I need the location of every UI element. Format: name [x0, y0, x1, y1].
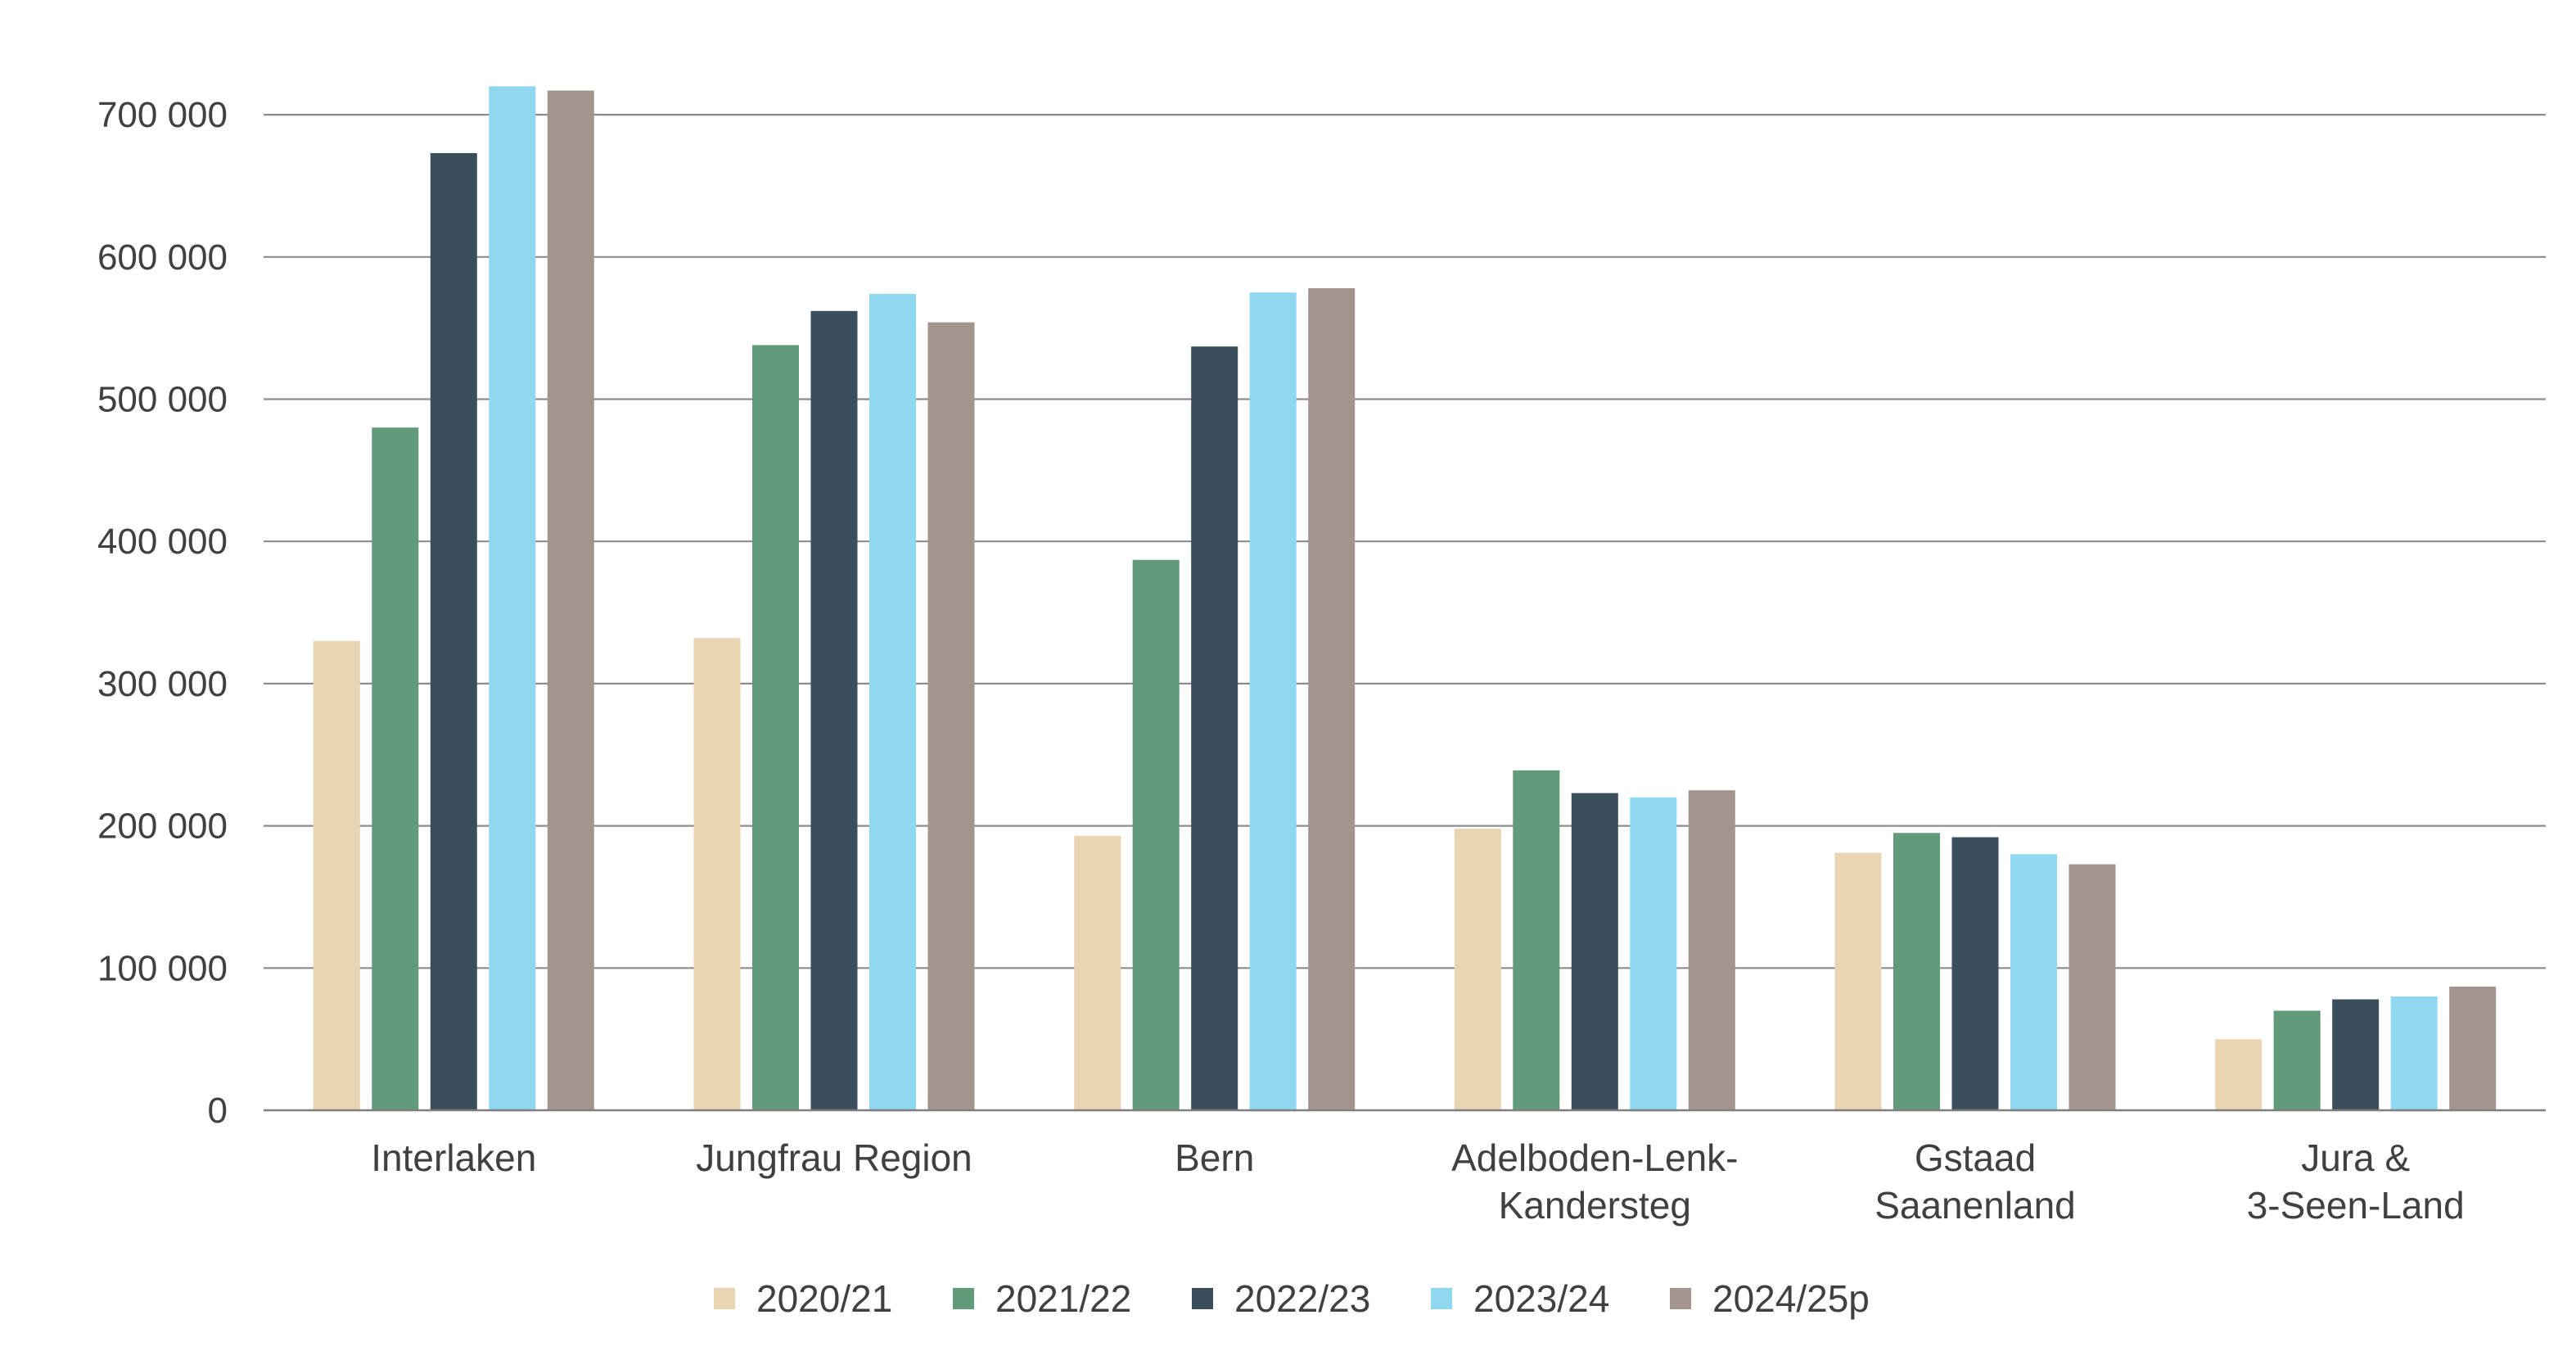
x-category-label: Adelboden-Lenk- Kandersteg: [1451, 1136, 1738, 1227]
bar-2020-21: [1834, 852, 1882, 1110]
bar-2022-23: [1191, 346, 1238, 1110]
y-axis-tick-labels: 0 100 000 200 000 300 000 400 000 500 000 600 …: [97, 95, 228, 1131]
y-tick-label: 300 000: [97, 664, 228, 704]
bar-2023-24: [1630, 797, 1677, 1110]
bar-2021-22: [1893, 833, 1940, 1110]
bar-2021-22: [1132, 559, 1180, 1110]
legend-label: 2021/22: [995, 1277, 1131, 1320]
y-tick-label: 400 000: [97, 522, 228, 562]
bar-2021-22: [372, 427, 419, 1110]
legend-swatch: [1431, 1288, 1452, 1309]
x-category-label-line: Jura &: [2301, 1136, 2410, 1179]
x-category-label-line: Gstaad: [1915, 1136, 2036, 1179]
x-category-label-line: Bern: [1175, 1136, 1254, 1179]
legend-swatch: [714, 1288, 735, 1309]
x-category-label: Bern: [1175, 1136, 1254, 1179]
x-category-label-line: Kandersteg: [1499, 1184, 1691, 1227]
legend-swatch: [953, 1288, 974, 1309]
y-tick-label: 600 000: [97, 237, 228, 278]
bar-2022-23: [1951, 837, 1999, 1110]
legend: 2020/21 2021/22 2022/23 2023/24 2024/25p: [714, 1277, 1870, 1320]
bar-2024-25p: [1688, 790, 1735, 1110]
gridlines: [264, 114, 2546, 969]
legend-label: 2023/24: [1473, 1277, 1609, 1320]
x-category-label-line: 3-Seen-Land: [2247, 1184, 2465, 1227]
y-tick-label: 0: [208, 1091, 228, 1131]
bar-2024-25p: [2449, 986, 2497, 1110]
y-tick-label: 500 000: [97, 380, 228, 420]
bar-2023-24: [1249, 292, 1297, 1110]
x-axis-category-labels: Interlaken Jungfrau Region Bern Adelboden-L…: [371, 1136, 2464, 1227]
bar-2022-23: [810, 310, 858, 1110]
bar-2020-21: [1454, 829, 1501, 1110]
bar-2021-22: [2273, 1010, 2321, 1110]
x-category-label: Interlaken: [371, 1136, 536, 1179]
bar-2024-25p: [2068, 864, 2116, 1110]
legend-label: 2020/21: [756, 1277, 892, 1320]
bar-2024-25p: [1308, 288, 1356, 1110]
bars: [313, 86, 2497, 1111]
bar-2021-22: [1513, 770, 1560, 1110]
x-category-label: Gstaad Saanenland: [1874, 1136, 2076, 1227]
bar-2020-21: [693, 638, 741, 1110]
bar-2023-24: [869, 294, 916, 1110]
bar-2020-21: [1074, 835, 1121, 1110]
y-tick-label: 700 000: [97, 95, 228, 135]
y-tick-label: 200 000: [97, 807, 228, 847]
bar-2022-23: [430, 153, 477, 1110]
bar-2023-24: [2390, 996, 2438, 1110]
bar-2022-23: [2332, 999, 2380, 1110]
legend-swatch: [1192, 1288, 1213, 1309]
y-tick-label: 100 000: [97, 948, 228, 988]
x-category-label-line: Adelboden-Lenk-: [1451, 1136, 1738, 1179]
x-category-label-line: Jungfrau Region: [696, 1136, 972, 1179]
bar-2020-21: [2215, 1039, 2262, 1110]
bar-2023-24: [489, 86, 536, 1110]
x-category-label: Jungfrau Region: [696, 1136, 972, 1179]
legend-swatch: [1670, 1288, 1691, 1309]
bar-2022-23: [1571, 793, 1618, 1110]
legend-label: 2022/23: [1234, 1277, 1370, 1320]
legend-label: 2024/25p: [1712, 1277, 1870, 1320]
bar-2020-21: [313, 640, 360, 1110]
bar-2023-24: [2010, 854, 2057, 1110]
x-category-label-line: Interlaken: [371, 1136, 536, 1179]
bar-2021-22: [752, 345, 799, 1110]
bar-2024-25p: [927, 322, 975, 1110]
bar-2024-25p: [547, 90, 594, 1111]
x-category-label-line: Saanenland: [1874, 1184, 2076, 1227]
x-category-label: Jura & 3-Seen-Land: [2247, 1136, 2465, 1227]
